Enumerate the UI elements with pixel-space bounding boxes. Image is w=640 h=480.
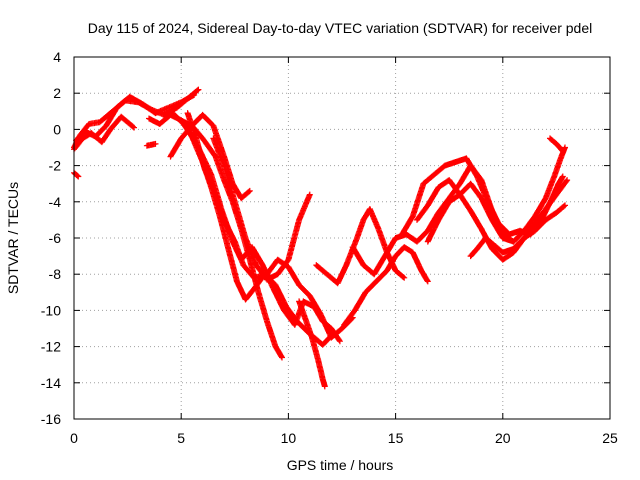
chart-title: Day 115 of 2024, Sidereal Day-to-day VTE… — [88, 20, 592, 36]
series-track-18 — [547, 135, 566, 155]
series-track-19 — [71, 169, 82, 180]
y-tick-label: -4 — [49, 194, 62, 210]
series-track-20 — [143, 140, 159, 149]
y-axis-label: SDTVAR / TECUs — [5, 182, 21, 294]
x-tick-label: 25 — [602, 430, 618, 446]
x-tick-label: 5 — [177, 430, 185, 446]
series-marks — [424, 144, 568, 245]
y-tick-label: -16 — [41, 411, 61, 427]
y-tick-label: -12 — [41, 339, 61, 355]
x-tick-label: 15 — [388, 430, 404, 446]
y-tick-label: 2 — [53, 85, 61, 101]
data-series — [71, 86, 571, 390]
y-tick-label: -10 — [41, 302, 61, 318]
y-tick-label: -14 — [41, 375, 61, 391]
series-track-16 — [424, 144, 568, 245]
plot-frame — [73, 56, 611, 420]
x-tick-label: 10 — [281, 430, 297, 446]
series-track-17 — [467, 202, 568, 260]
series-marks — [547, 135, 566, 155]
series-marks — [296, 298, 328, 390]
series-track-9 — [210, 135, 313, 283]
x-tick-label: 20 — [495, 430, 511, 446]
series-marks — [71, 169, 82, 180]
y-tick-label: -2 — [49, 158, 62, 174]
series-marks — [341, 244, 431, 328]
series-marks — [143, 140, 159, 149]
y-tick-label: -8 — [49, 266, 62, 282]
series-marks — [467, 202, 568, 260]
x-tick-label: 0 — [70, 430, 78, 446]
series-track-12 — [341, 244, 431, 328]
y-tick-label: 0 — [53, 121, 61, 137]
x-axis-label: GPS time / hours — [287, 457, 394, 473]
series-track-10 — [296, 298, 328, 390]
y-tick-label: -6 — [49, 230, 62, 246]
y-tick-label: 4 — [53, 49, 61, 65]
series-marks — [210, 135, 313, 283]
